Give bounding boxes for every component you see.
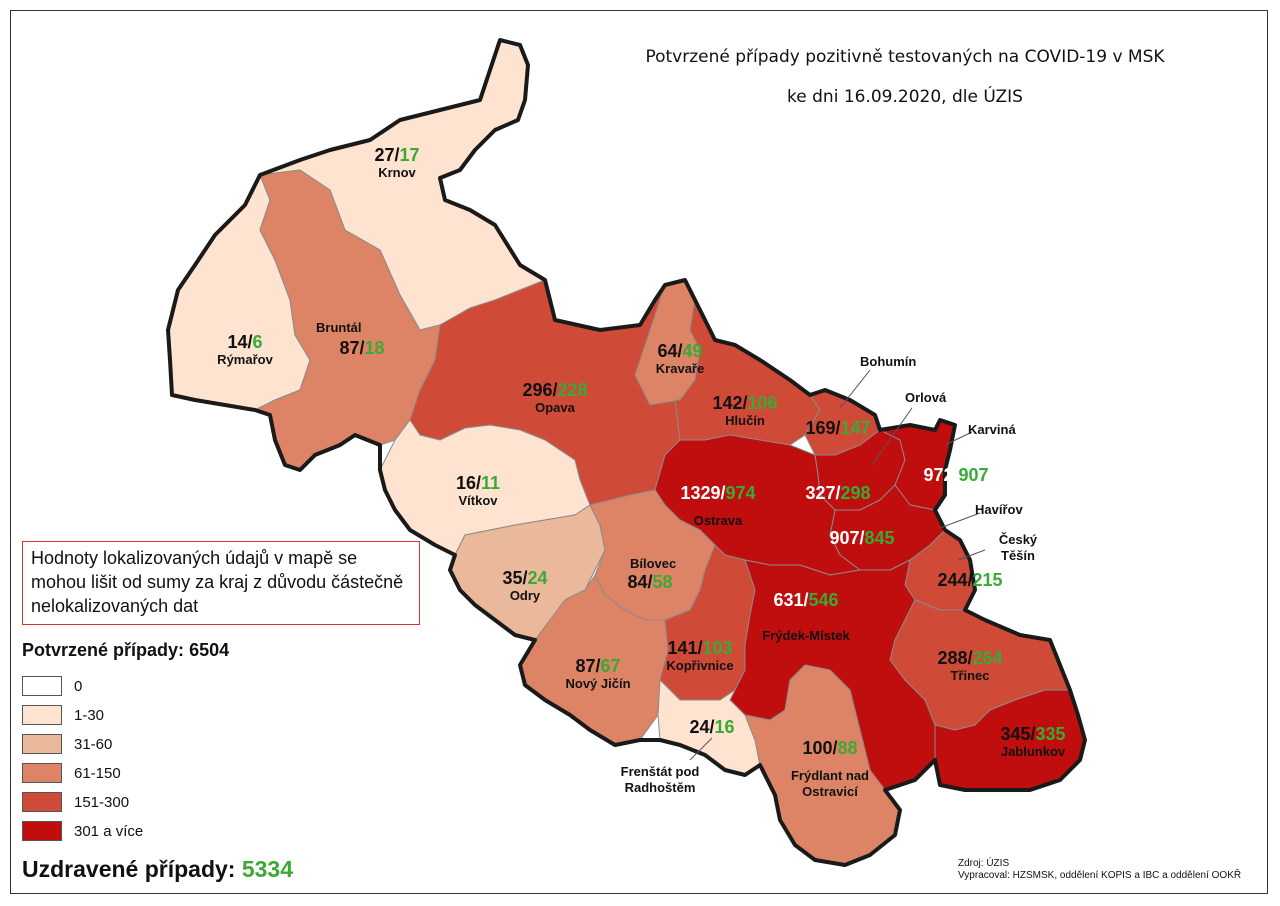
name-frydlant: Frýdlant nad Ostravicí (790, 768, 869, 799)
name-orlova: Orlová (905, 390, 947, 405)
name-karvina: Karviná (968, 422, 1016, 437)
leader-karvina (944, 431, 973, 446)
label-bohumin: 169/147 (805, 418, 871, 438)
leader-bohumin (839, 369, 871, 409)
legend-swatch (22, 792, 62, 812)
legend-title: Potvrzené případy: 6504 (22, 640, 230, 660)
data-note: Hodnoty lokalizovaných údajů v mapě se m… (22, 541, 420, 625)
leader-havirov (939, 512, 981, 529)
confirmed-total: 6504 (189, 640, 230, 660)
label-kravare: 64/49 Kravaře (655, 341, 705, 376)
label-frydlant: 100/88 (802, 738, 858, 758)
leader-cesky-tesin (957, 549, 986, 561)
name-cesky-tesin: Český Těšín (998, 532, 1038, 563)
name-bruntal: Bruntál (316, 320, 362, 335)
map-frame (10, 10, 1268, 894)
leader-frenstat (689, 737, 713, 761)
map-title: Potvrzené případy pozitivně testovaných … (645, 47, 1165, 67)
region-outline (166, 38, 1087, 867)
source-note: Zdroj: ÚZIS Vypracoval: HZSMSK, oddělení… (958, 858, 1242, 881)
leader-orlova (871, 407, 913, 466)
label-orlova: 327/298 (805, 483, 871, 503)
label-cesky-tesin: 244/215 (937, 570, 1003, 590)
label-krnov: 27/17 Krnov (374, 145, 420, 180)
legend-swatch (22, 821, 62, 841)
map-subtitle: ke dni 16.09.2020, dle ÚZIS (787, 87, 1023, 107)
label-bilovec: 84/58 (627, 572, 673, 592)
legend-swatch (22, 734, 62, 754)
label-hlucin: 142/106 Hlučín (712, 393, 778, 428)
legend-swatch (22, 676, 62, 696)
label-frenstat-count: 24/16 (689, 717, 735, 737)
label-ostrava: 1329/974 Ostrava (680, 483, 756, 528)
label-koprivnice: 141/103 Kopřivnice (666, 638, 734, 673)
label-opava: 296/228 Opava (522, 380, 588, 415)
legend-swatch (22, 763, 62, 783)
name-bilovec: Bílovec (630, 556, 677, 571)
label-jablunkov: 345/335 Jablunkov (1000, 724, 1066, 759)
label-trinec: 288/264 Třinec (937, 648, 1003, 683)
label-havirov: 907/845 (829, 528, 895, 548)
name-havirov: Havířov (975, 502, 1023, 517)
name-bohumin: Bohumín (860, 354, 917, 369)
recovered-summary: Uzdravené případy: 5334 (22, 856, 294, 882)
label-karvina: 972/907 (923, 465, 989, 485)
label-odry: 35/24 Odry (502, 568, 548, 603)
recovered-total: 5334 (241, 856, 294, 882)
name-frenstat: Frenštát pod Radhoštěm (620, 764, 700, 795)
label-frydek-mistek: 631/546 Frýdek-Místek (762, 590, 850, 643)
label-rymarov: 14/6 Rýmařov (217, 332, 273, 367)
label-novy-jicin: 87/67 Nový Jičín (565, 656, 631, 691)
label-bruntal: 87/18 (339, 338, 385, 358)
label-vitkov: 16/11 Vítkov (455, 473, 501, 508)
legend-swatch (22, 705, 62, 725)
